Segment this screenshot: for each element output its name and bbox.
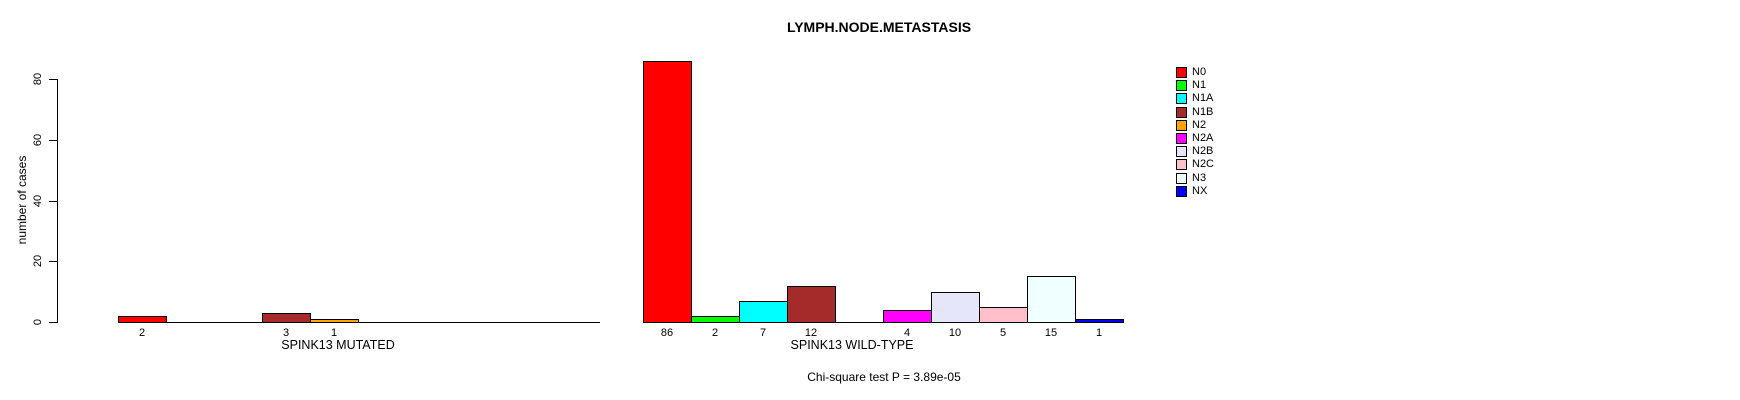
bar-N3	[1027, 276, 1076, 323]
legend-label: N3	[1192, 171, 1207, 184]
legend-item-N1B: N1B	[1176, 106, 1214, 119]
y-tick	[49, 201, 57, 202]
legend-swatch-N1	[1176, 80, 1187, 92]
bar-N1	[691, 316, 740, 323]
legend-label: NX	[1192, 184, 1208, 197]
bar-N2A	[883, 310, 932, 323]
y-tick-label: 80	[32, 72, 44, 86]
legend-label: N0	[1192, 66, 1207, 79]
legend-item-N3: N3	[1176, 172, 1214, 185]
y-axis-line	[57, 79, 58, 323]
panel-label-mutated: SPINK13 MUTATED	[281, 338, 395, 352]
bar-value-label: 5	[999, 327, 1007, 339]
legend-swatch-N1B	[1176, 106, 1187, 118]
legend-swatch-N3	[1176, 172, 1187, 184]
legend-swatch-N2	[1176, 119, 1187, 131]
bar-value-label: 2	[138, 327, 146, 339]
bar-value-label: 7	[759, 327, 767, 339]
bar-N1A	[739, 301, 788, 323]
y-tick-label: 20	[32, 254, 44, 268]
legend-label: N2C	[1192, 158, 1215, 171]
legend-item-N2: N2	[1176, 119, 1214, 132]
y-tick-label: 0	[32, 318, 44, 326]
legend-item-N1A: N1A	[1176, 92, 1214, 105]
legend-item-N0: N0	[1176, 66, 1214, 79]
bar-value-label: 12	[804, 327, 818, 339]
x-axis-baseline	[118, 322, 600, 323]
legend-swatch-N1A	[1176, 93, 1187, 105]
y-axis-title: number of cases	[15, 155, 29, 245]
legend-label: N2	[1192, 118, 1207, 131]
panel-label-wild-type: SPINK13 WILD-TYPE	[790, 338, 914, 352]
legend-label: N2A	[1192, 132, 1214, 145]
bar-value-label: 2	[711, 327, 719, 339]
bar-N0	[643, 61, 692, 323]
bar-value-label: 10	[948, 327, 962, 339]
chart-title: LYMPH.NODE.METASTASIS	[786, 19, 972, 35]
y-tick	[49, 322, 57, 323]
legend: N0 N1 N1A N1B N2 N2A N2B N2C N3 NX	[1176, 66, 1214, 198]
y-tick-label: 40	[32, 194, 44, 208]
legend-item-N1: N1	[1176, 79, 1214, 92]
legend-swatch-N2B	[1176, 146, 1187, 158]
legend-item-NX: NX	[1176, 185, 1214, 198]
y-tick	[49, 79, 57, 80]
bar-NX	[1075, 319, 1124, 323]
y-tick	[49, 140, 57, 141]
legend-swatch-NX	[1176, 185, 1187, 197]
bar-N2B	[931, 292, 980, 323]
legend-item-N2C: N2C	[1176, 158, 1214, 171]
bar-N1B	[262, 313, 311, 323]
legend-label: N1A	[1192, 92, 1214, 105]
bar-N2C	[979, 307, 1028, 323]
legend-swatch-N0	[1176, 67, 1187, 79]
bar-value-label: 86	[660, 327, 674, 339]
legend-item-N2A: N2A	[1176, 132, 1214, 145]
bar-value-label: 3	[282, 327, 290, 339]
bar-value-label: 15	[1044, 327, 1058, 339]
legend-swatch-N2A	[1176, 133, 1187, 145]
legend-label: N1	[1192, 79, 1207, 92]
bar-value-label: 1	[1095, 327, 1103, 339]
y-tick	[49, 261, 57, 262]
bar-N1B	[787, 286, 836, 323]
legend-label: N1B	[1192, 105, 1214, 118]
legend-label: N2B	[1192, 145, 1214, 158]
legend-swatch-N2C	[1176, 159, 1187, 171]
bar-value-label: 1	[330, 327, 338, 339]
bar-N2	[310, 319, 359, 323]
bar-value-label: 4	[903, 327, 911, 339]
chi-square-footnote: Chi-square test P = 3.89e-05	[807, 370, 961, 384]
y-tick-label: 60	[32, 133, 44, 147]
bar-N0	[118, 316, 167, 323]
legend-item-N2B: N2B	[1176, 145, 1214, 158]
